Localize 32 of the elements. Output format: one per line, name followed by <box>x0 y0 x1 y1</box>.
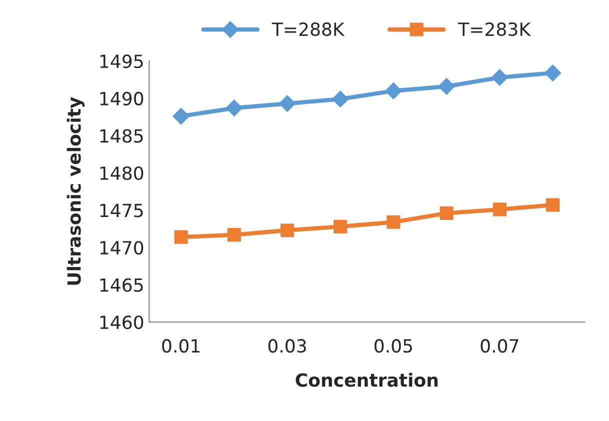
point <box>280 224 294 238</box>
point <box>172 108 190 125</box>
point <box>544 64 562 82</box>
point <box>440 206 454 220</box>
x-tick-label: 0.01 <box>162 339 200 353</box>
x-axis-title: Concentration <box>296 372 438 387</box>
y-tick-label: 1490 <box>100 92 144 106</box>
legend-label: T=288K <box>272 22 345 36</box>
point <box>174 230 188 244</box>
x-tick-label: 0.07 <box>480 339 518 353</box>
y-tick-label: 1475 <box>100 204 143 218</box>
y-tick-label: 1460 <box>100 316 144 330</box>
x-tick-label: 0.05 <box>374 339 412 353</box>
y-axis-title: Ultrasonic velocity <box>66 97 85 285</box>
point <box>385 82 402 100</box>
point <box>332 90 349 108</box>
y-tick-label: 1485 <box>100 129 143 143</box>
point <box>438 78 455 95</box>
point <box>227 228 241 242</box>
point <box>334 220 348 234</box>
y-tick-label: 1470 <box>100 240 144 255</box>
x-tick-label: 0.03 <box>268 339 306 353</box>
point <box>278 95 296 112</box>
point <box>226 100 243 116</box>
point <box>491 69 508 86</box>
y-tick-label: 1465 <box>100 278 143 292</box>
y-tick-label: 1480 <box>100 166 144 180</box>
point <box>386 215 400 229</box>
point <box>492 202 506 216</box>
legend-label: T=283K <box>458 22 531 36</box>
point <box>546 198 560 212</box>
y-tick-label: 1495 <box>100 54 143 68</box>
